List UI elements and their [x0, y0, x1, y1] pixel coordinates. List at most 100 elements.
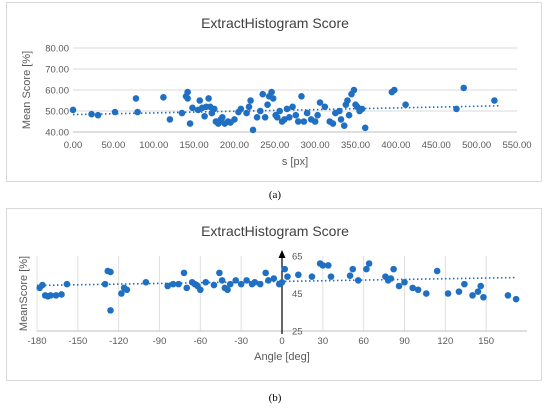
data-point — [387, 275, 395, 282]
data-point — [390, 265, 397, 273]
x-tick-label: 0.00 — [64, 140, 83, 151]
data-point — [414, 286, 422, 294]
data-point — [321, 103, 329, 111]
data-point — [52, 292, 60, 299]
data-point — [216, 269, 223, 277]
data-point — [197, 286, 204, 294]
data-point — [286, 114, 293, 121]
data-point — [237, 105, 245, 113]
data-point — [186, 120, 194, 127]
chart-panel-b: ExtractHistogram Score -180 -150 -120 -90 -60… — [6, 208, 542, 381]
data-point — [402, 101, 409, 108]
data-point — [63, 280, 71, 288]
data-point — [278, 278, 286, 286]
data-point — [300, 118, 308, 125]
data-point — [164, 282, 171, 290]
data-point — [480, 293, 487, 301]
data-point — [350, 86, 358, 94]
chart-title: ExtractHistogram Score — [201, 223, 349, 239]
data-point — [210, 281, 218, 289]
x-axis-label: s [px] — [282, 156, 308, 168]
x-tick-label: 500.00 — [462, 140, 491, 151]
data-point — [512, 295, 520, 303]
trendline — [72, 104, 501, 116]
data-point — [283, 105, 291, 113]
data-point — [88, 110, 95, 118]
chart-b: ExtractHistogram Score -180 -150 -120 -90 -60… — [18, 223, 527, 363]
x-tick-label: -30 — [234, 336, 248, 347]
x-tick-label: 0 — [279, 336, 284, 347]
data-point — [444, 290, 452, 297]
data-point — [256, 107, 264, 115]
y-tick-label: 25 — [292, 327, 303, 338]
x-tick-label: 30 — [318, 336, 329, 347]
data-point — [243, 109, 250, 117]
data-point — [180, 269, 188, 277]
data-point — [311, 118, 319, 125]
data-point — [261, 114, 269, 121]
data-point — [69, 106, 77, 114]
data-point — [259, 90, 267, 98]
caption-a: (a) — [268, 189, 282, 201]
y-axis-label: Mean Score [%] — [21, 51, 33, 129]
x-tick-label: 50.00 — [101, 140, 125, 151]
data-point — [504, 292, 512, 299]
data-point — [292, 111, 300, 119]
x-tick-label: -120 — [109, 336, 128, 347]
data-point — [160, 94, 167, 101]
x-axis-label: Angle [deg] — [254, 351, 310, 363]
x-tick-label: 350.00 — [341, 140, 370, 151]
data-point — [363, 265, 370, 273]
x-tick-label: 300.00 — [301, 140, 330, 151]
y-tick-label: 65 — [292, 252, 303, 263]
x-tick-label: 150.00 — [180, 140, 209, 151]
y-tick-label: 70.00 — [45, 65, 69, 76]
data-point — [270, 275, 278, 282]
data-point — [273, 114, 281, 121]
data-point — [329, 120, 337, 127]
data-point — [226, 280, 234, 288]
data-point — [47, 292, 54, 299]
data-point — [210, 105, 218, 113]
x-tick-label: -90 — [153, 336, 167, 347]
data-point — [401, 278, 408, 286]
data-point — [349, 265, 357, 273]
y-tick-label: 80.00 — [45, 44, 69, 55]
x-tick-label: 550.00 — [502, 140, 531, 151]
x-tick-label: 90 — [399, 336, 410, 347]
data-point — [474, 288, 482, 295]
data-point — [469, 292, 476, 299]
data-point — [166, 116, 174, 123]
data-point — [134, 108, 141, 116]
data-point — [262, 269, 269, 277]
x-tick-label: 60 — [358, 336, 369, 347]
data-point — [184, 95, 191, 102]
data-point — [294, 118, 302, 125]
data-point — [346, 272, 354, 279]
data-point — [340, 122, 348, 129]
data-point — [231, 116, 238, 123]
x-tick-label: 100.00 — [139, 140, 168, 151]
data-point — [276, 107, 283, 115]
x-tick-label: 400.00 — [381, 140, 410, 151]
data-point — [345, 111, 353, 119]
y-tick-label: 40.00 — [45, 128, 69, 139]
data-point — [107, 268, 114, 276]
data-point — [327, 273, 335, 280]
data-point — [245, 103, 253, 111]
data-point — [268, 88, 275, 96]
data-point — [289, 103, 296, 111]
data-point — [461, 280, 468, 288]
data-point — [189, 104, 196, 112]
caption-b: (b) — [268, 392, 282, 404]
data-point — [390, 86, 398, 94]
x-tick-label: 450.00 — [422, 140, 451, 151]
data-point — [224, 286, 231, 294]
data-point — [123, 286, 131, 294]
data-point — [365, 260, 373, 267]
data-point — [107, 307, 114, 314]
data-point — [281, 265, 289, 273]
data-point — [184, 88, 191, 96]
data-point — [132, 95, 140, 102]
data-point — [337, 116, 345, 123]
